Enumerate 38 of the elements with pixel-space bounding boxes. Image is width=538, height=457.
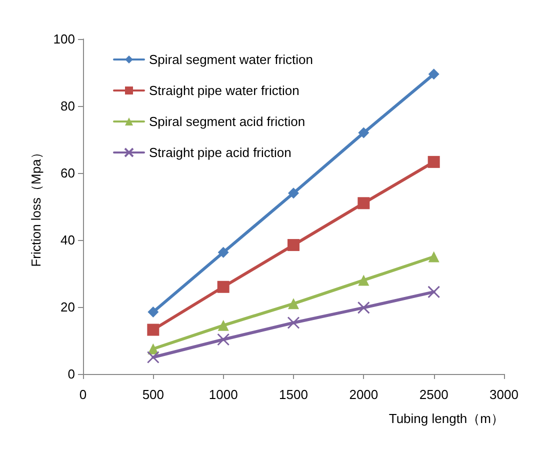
point — [428, 286, 440, 298]
x-tick-label: 500 — [142, 387, 164, 402]
x-tick-label: 2000 — [349, 387, 378, 402]
x-tick-label: 2500 — [419, 387, 448, 402]
point — [218, 246, 229, 258]
point — [428, 156, 440, 168]
x-tick-label: 1000 — [208, 387, 238, 402]
point — [148, 306, 159, 318]
legend-label: Straight pipe water friction — [149, 83, 300, 98]
y-tick-label: 20 — [60, 300, 75, 314]
point — [288, 188, 299, 199]
point — [147, 324, 160, 336]
x-axis-title: Tubing length（m） — [388, 411, 504, 426]
point — [357, 301, 370, 314]
y-tick-label: 60 — [60, 166, 75, 180]
y-tick-label: 40 — [60, 232, 75, 248]
x-tick-label: 1500 — [279, 387, 308, 402]
point — [217, 280, 230, 293]
point — [217, 333, 230, 346]
x-tick-label: 3000 — [490, 387, 518, 402]
point — [358, 274, 370, 286]
y-tick-label: 80 — [60, 98, 75, 114]
point — [358, 127, 370, 138]
point — [287, 316, 300, 329]
legend-label: Spiral segment water friction — [149, 52, 314, 67]
point — [428, 251, 440, 262]
legend-label: Spiral segment acid friction — [149, 114, 306, 129]
point — [146, 351, 160, 364]
point — [218, 320, 229, 331]
point — [428, 68, 440, 80]
point — [288, 239, 300, 252]
y-tick-label: 0 — [68, 366, 75, 382]
y-tick-label: 100 — [53, 32, 75, 46]
x-tick-label: 0 — [79, 387, 87, 402]
y-axis-title: Friction loss（Mpa） — [28, 146, 44, 267]
legend-label: Straight pipe acid friction — [149, 145, 292, 160]
point — [358, 197, 370, 210]
point — [288, 298, 299, 310]
